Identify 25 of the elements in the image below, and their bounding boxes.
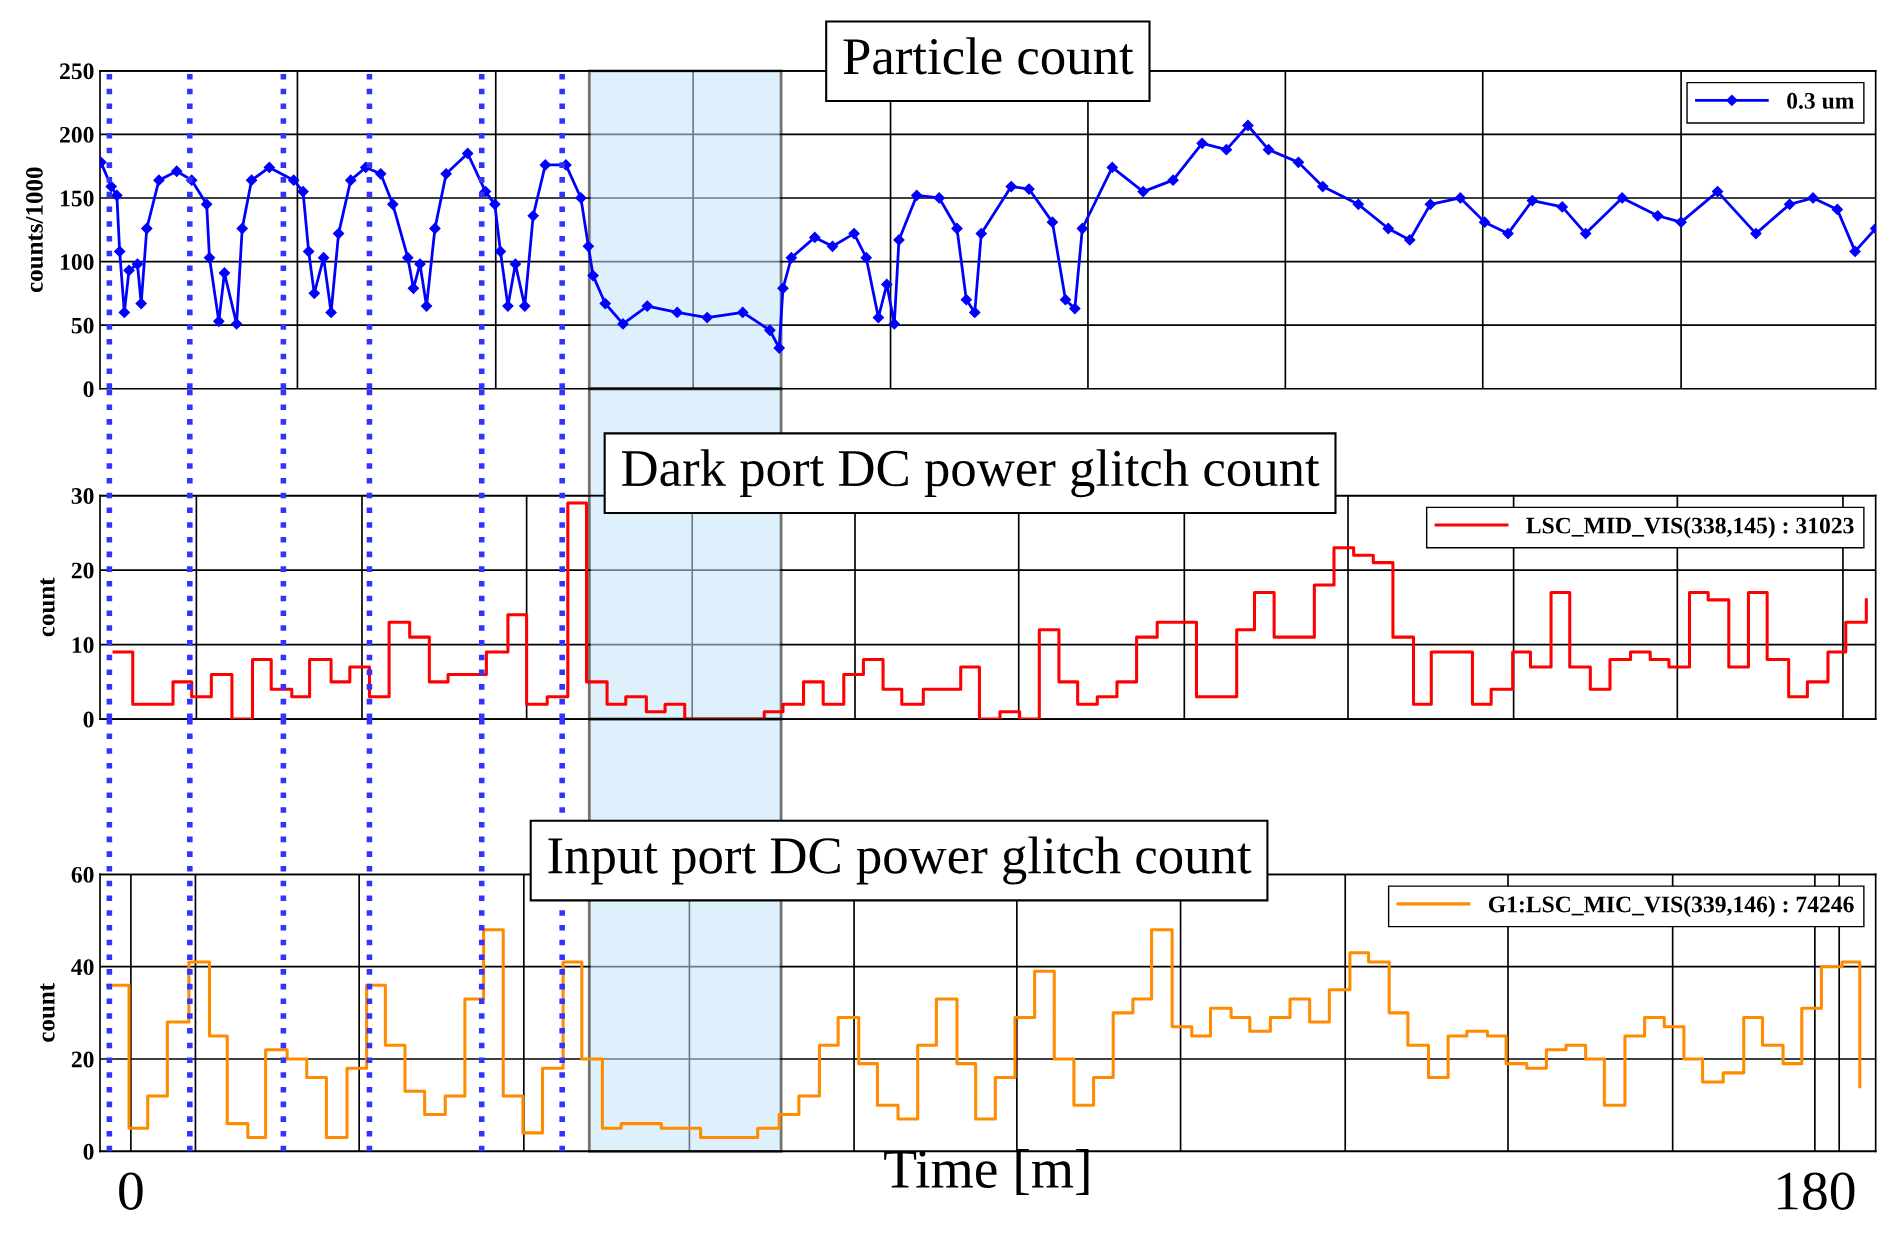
y-tick-label: 60 <box>71 866 94 883</box>
y-axis-title: count <box>40 577 55 637</box>
legend-label: LSC_MID_VIS(338,145) : 31023 <box>1526 516 1854 539</box>
chart-title: Particle count <box>843 37 1134 75</box>
y-tick-label: 40 <box>71 959 94 976</box>
legend-label: 0.3 um <box>1787 92 1855 109</box>
chart-title: Dark port DC power glitch count <box>622 449 1320 498</box>
y-tick-label: 250 <box>60 63 94 80</box>
y-tick-label: 30 <box>71 488 94 504</box>
y-axis-title: counts/1000 <box>25 167 43 293</box>
y-tick-label: 100 <box>60 254 94 270</box>
y-tick-label: 50 <box>71 317 94 334</box>
y-tick-label: 0 <box>83 1143 94 1160</box>
x-tick-label: 180 <box>1778 1172 1855 1210</box>
y-tick-label: 200 <box>60 126 94 143</box>
y-axis-title: count <box>40 983 55 1042</box>
legend-label: G1:LSC_MIC_VIS(339,146) : 74246 <box>1488 895 1854 918</box>
y-tick-label: 0 <box>83 381 94 398</box>
y-tick-label: 10 <box>72 637 94 654</box>
x-axis-title: Time [m] <box>884 1148 1089 1195</box>
y-tick-label: 20 <box>71 1051 94 1068</box>
y-tick-label: 0 <box>83 711 94 728</box>
chart-title: Input port DC power glitch count <box>548 836 1252 885</box>
y-tick-label: 20 <box>71 562 94 579</box>
y-tick-label: 150 <box>60 190 94 207</box>
